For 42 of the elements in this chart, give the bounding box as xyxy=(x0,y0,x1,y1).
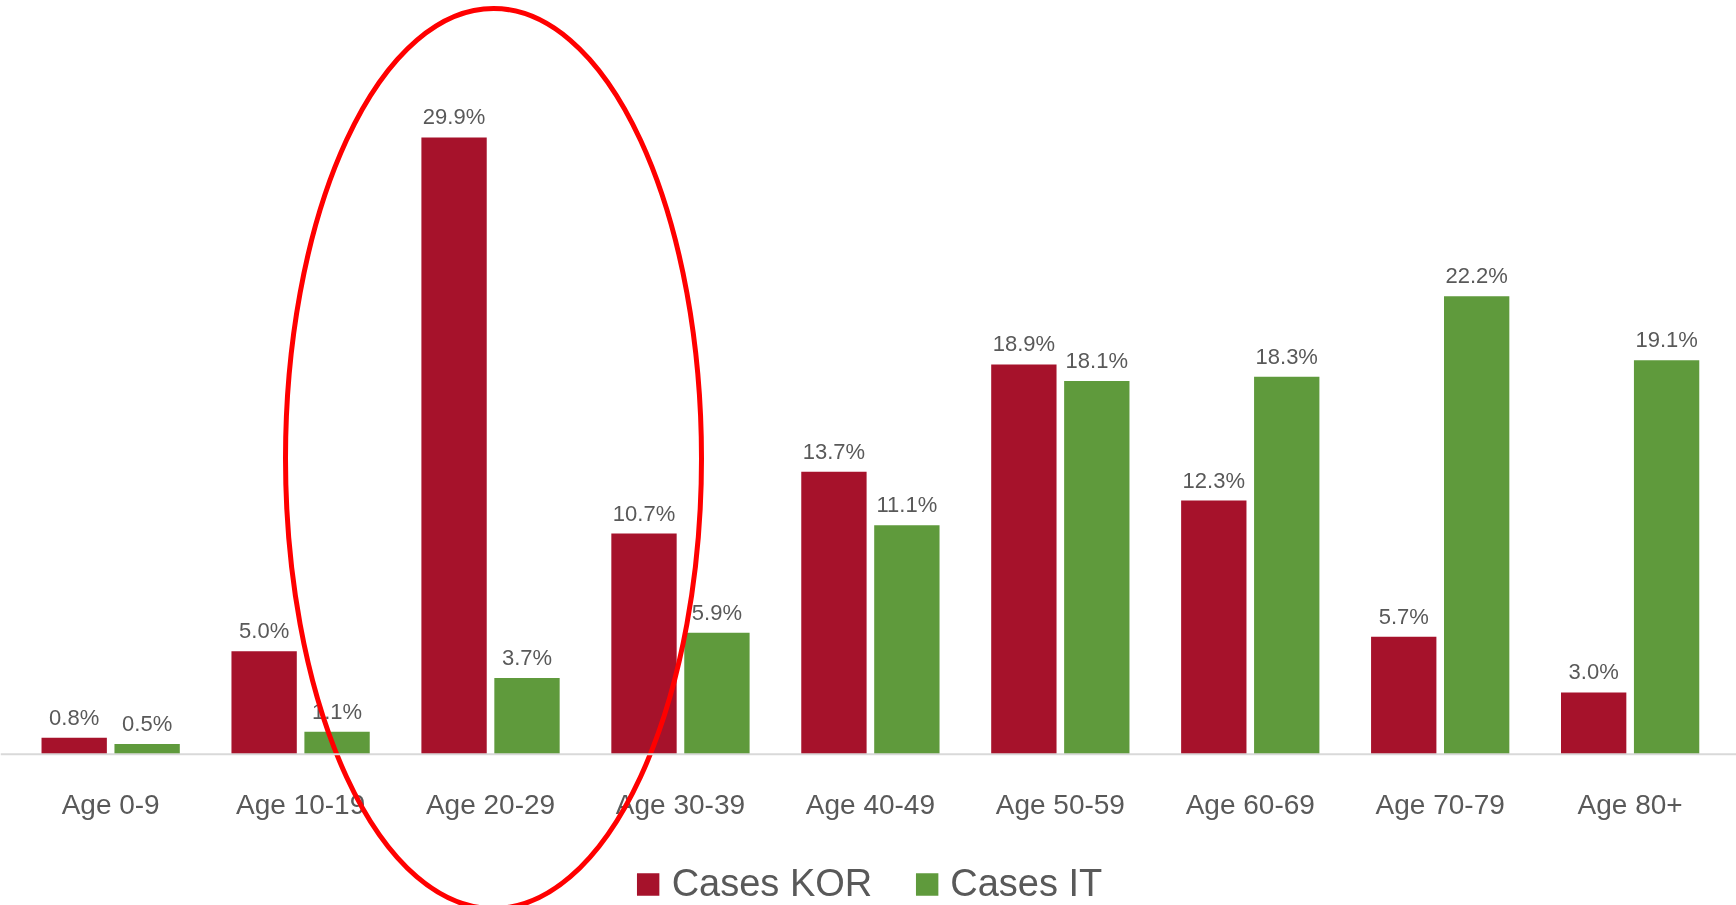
data-label: 5.0% xyxy=(239,618,290,644)
x-tick-label: Age 60-69 xyxy=(1185,788,1315,820)
bar xyxy=(1444,296,1510,755)
data-label: 18.9% xyxy=(992,331,1056,357)
bar xyxy=(991,364,1057,755)
legend-label: Cases KOR xyxy=(671,862,873,905)
data-label: 3.7% xyxy=(501,645,553,671)
data-label: 0.8% xyxy=(49,704,100,730)
x-tick-label: Age 70-79 xyxy=(1375,788,1505,820)
bar xyxy=(1633,360,1700,755)
bar xyxy=(801,471,867,755)
bar xyxy=(41,737,107,755)
data-label: 3.0% xyxy=(1568,659,1619,685)
bar xyxy=(494,678,560,755)
x-tick-label: Age 80+ xyxy=(1577,788,1683,820)
data-label: 5.9% xyxy=(691,599,743,625)
bar xyxy=(1371,636,1437,755)
data-label: 11.1% xyxy=(876,492,938,518)
bar xyxy=(1254,376,1320,755)
data-label: 18.1% xyxy=(1065,347,1128,373)
data-label: 18.3% xyxy=(1255,343,1318,369)
data-label: 22.2% xyxy=(1445,263,1508,289)
x-tick-label: Age 20-29 xyxy=(425,788,556,820)
data-label: 12.3% xyxy=(1182,467,1245,493)
bar xyxy=(1064,380,1130,755)
x-tick-label: Age 40-49 xyxy=(805,788,936,820)
data-label: 13.7% xyxy=(802,438,866,464)
data-label: 0.5% xyxy=(122,711,173,737)
data-label: 19.1% xyxy=(1635,327,1698,353)
data-label: 29.9% xyxy=(422,104,486,130)
data-label: 5.7% xyxy=(1378,603,1429,629)
x-tick-label: Age 50-59 xyxy=(995,788,1125,820)
bar xyxy=(231,651,297,755)
bar xyxy=(874,525,940,755)
bar xyxy=(684,632,750,755)
x-tick-label: Age 0-9 xyxy=(61,788,160,820)
bar xyxy=(611,533,677,755)
bar xyxy=(421,137,487,755)
bar xyxy=(1561,692,1627,755)
bar xyxy=(1181,500,1247,755)
data-label: 10.7% xyxy=(612,500,676,526)
legend-label: Cases IT xyxy=(950,862,1103,905)
